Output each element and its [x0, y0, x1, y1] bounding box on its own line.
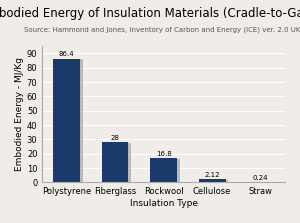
Bar — [199, 179, 226, 182]
Bar — [105, 143, 131, 183]
Text: 2.12: 2.12 — [204, 172, 220, 178]
Bar — [150, 158, 177, 182]
X-axis label: Insulation Type: Insulation Type — [130, 199, 198, 208]
Text: 0.24: 0.24 — [253, 175, 268, 181]
Text: 16.8: 16.8 — [156, 151, 172, 157]
Text: 86.4: 86.4 — [59, 51, 74, 57]
Bar — [153, 159, 180, 183]
Text: Source: Hammond and Jones, Inventory of Carbon and Energy (ICE) ver. 2.0 UK: Uni: Source: Hammond and Jones, Inventory of … — [24, 27, 300, 33]
Y-axis label: Embodied Energy - MJ/Kg: Embodied Energy - MJ/Kg — [15, 57, 24, 171]
Bar — [102, 142, 128, 182]
Bar — [202, 180, 228, 183]
Text: Embodied Energy of Insulation Materials (Cradle-to-Gate): Embodied Energy of Insulation Materials … — [0, 7, 300, 20]
Bar — [56, 59, 83, 183]
Text: 28: 28 — [111, 135, 119, 141]
Bar — [53, 59, 80, 182]
